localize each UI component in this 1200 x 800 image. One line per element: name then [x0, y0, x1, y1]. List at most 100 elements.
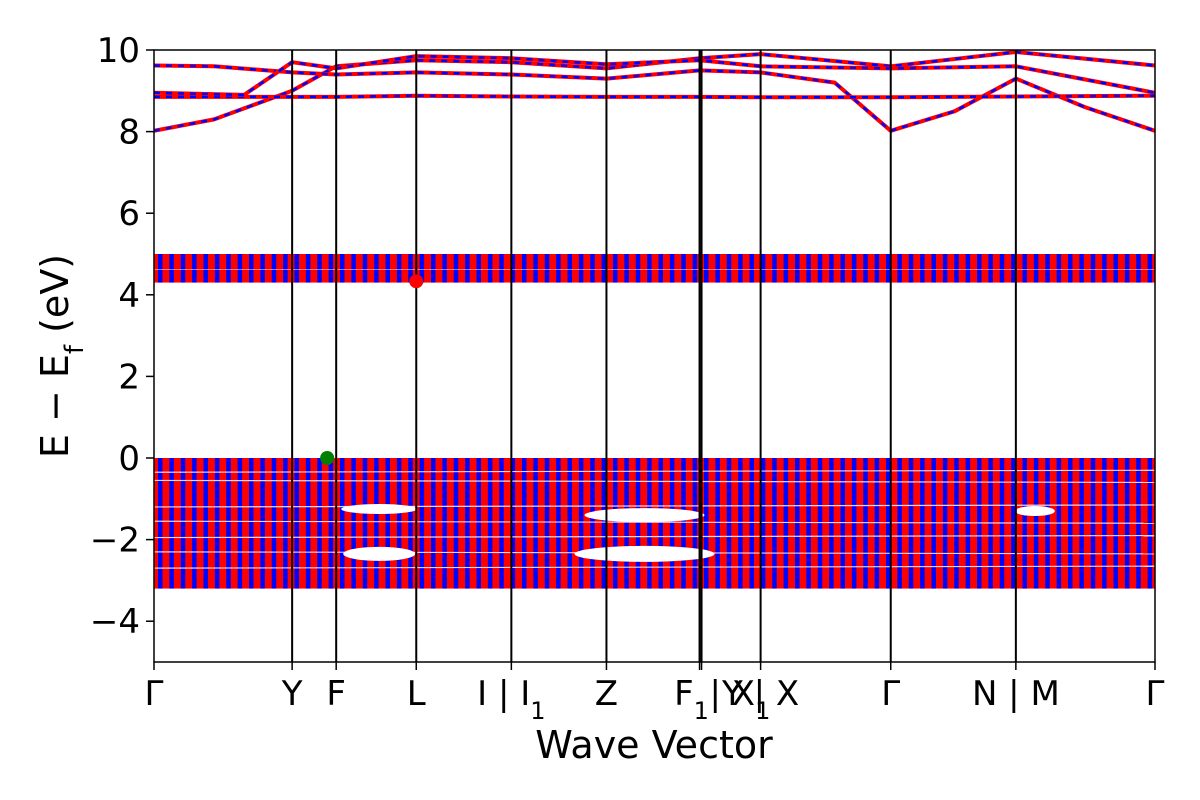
- valence-band-stripe: [408, 458, 413, 589]
- marker-vbm: [320, 451, 335, 465]
- flat-band-stripe: [408, 254, 413, 283]
- x-tick-label-sub: 1: [530, 697, 545, 725]
- conduction-band-up-2: [154, 93, 1155, 100]
- valence-band-stripe: [374, 458, 379, 589]
- valence-band-gap-line: [154, 504, 1155, 508]
- flat-band-stripe: [635, 254, 641, 283]
- y-tick-label: 10: [97, 31, 140, 71]
- flat-band-stripe: [283, 254, 288, 283]
- flat-band-stripe: [169, 254, 174, 283]
- valence-band-stripe: [704, 458, 709, 589]
- valence-band-stripe: [817, 458, 823, 589]
- flat-band-stripe: [226, 254, 231, 283]
- flat-band-stripe: [692, 254, 698, 283]
- flat-band-stripe: [999, 254, 1005, 283]
- x-tick-label-main: F: [326, 674, 346, 714]
- valence-band-stripe: [590, 458, 595, 589]
- conduction-band-down-1: [154, 64, 1155, 133]
- flat-band-stripe: [396, 254, 402, 283]
- valence-band-stripe: [863, 458, 868, 589]
- x-tick-label-main: L: [407, 674, 426, 714]
- flat-band-stripe: [1056, 254, 1062, 283]
- flat-band-stripe: [851, 254, 857, 283]
- flat-band-stripe: [658, 254, 663, 283]
- valence-band-stripe: [203, 458, 208, 589]
- flat-band-stripe: [1102, 254, 1107, 283]
- valence-band-stripe: [726, 458, 732, 589]
- flat-band-stripe: [1022, 254, 1027, 283]
- valence-band-stripe: [419, 458, 425, 589]
- valence-band-stripe: [738, 458, 743, 589]
- x-tick-label-main: Γ: [1146, 674, 1165, 714]
- valence-band-stripe: [237, 458, 243, 589]
- flat-band-stripe: [931, 254, 936, 283]
- x-tick-label-main: | X: [710, 674, 756, 714]
- x-tick-label: Γ: [881, 674, 900, 714]
- valence-band-stripe: [351, 458, 356, 589]
- x-tick-label-main: Γ: [145, 674, 164, 714]
- flat-band-stripe: [328, 254, 334, 283]
- x-tick-label-main: Γ: [881, 674, 900, 714]
- band-edge-markers: [320, 274, 424, 465]
- flat-band-stripe: [772, 254, 777, 283]
- x-tick-label: N | M: [972, 674, 1060, 714]
- valence-band-stripe: [829, 458, 834, 589]
- valence-band-stripe: [635, 458, 641, 589]
- valence-band-gap-line: [154, 520, 1155, 524]
- y-axis-label-unit: (eV): [33, 254, 77, 345]
- valence-band-stripe: [396, 458, 402, 589]
- marker-cbm: [409, 274, 424, 289]
- flat-band-stripe: [431, 254, 436, 283]
- x-tick-label: Y: [281, 674, 303, 714]
- flat-band-stripe: [806, 254, 811, 283]
- flat-band-stripes: [158, 254, 1153, 283]
- y-tick-label: 8: [118, 113, 140, 153]
- x-tick-label: Y | X: [721, 674, 799, 714]
- y-axis-label-main: E − E: [33, 354, 77, 458]
- x-tick-label-main: I | I: [477, 674, 530, 714]
- valence-band-stripe: [795, 458, 800, 589]
- valence-band-stripe: [431, 458, 436, 589]
- valence-band-stripe: [226, 458, 231, 589]
- y-axis-label: E − Ef (eV): [33, 254, 90, 458]
- valence-band-stripe: [669, 458, 675, 589]
- kpoint-lines: [291, 50, 1017, 662]
- flat-band-stripe: [590, 254, 595, 283]
- flat-band-stripe: [601, 254, 607, 283]
- flat-band-stripe: [317, 254, 322, 283]
- valence-band-stripe: [749, 458, 754, 589]
- valence-band-stripe: [556, 458, 561, 589]
- flat-band-stripe: [1124, 254, 1130, 283]
- valence-band-gap-line: [154, 565, 1155, 569]
- flat-band-stripe: [249, 254, 254, 283]
- flat-band-stripe: [214, 254, 220, 283]
- valence-band-stripe: [305, 458, 311, 589]
- valence-band-stripe: [328, 458, 334, 589]
- valence-band-gap: [341, 504, 418, 514]
- flat-band-stripe: [647, 254, 652, 283]
- flat-band-stripe: [203, 254, 208, 283]
- valence-band-stripe: [772, 458, 777, 589]
- flat-band-stripe: [726, 254, 732, 283]
- valence-band-gap-line: [154, 534, 1155, 539]
- flat-band-stripe: [886, 254, 891, 283]
- flat-band-stripe: [704, 254, 709, 283]
- valence-band-stripe: [522, 458, 527, 589]
- flat-band-stripe: [1033, 254, 1039, 283]
- flat-band-stripe: [965, 254, 971, 283]
- flat-band-stripe: [419, 254, 425, 283]
- flat-band-stripe: [271, 254, 277, 283]
- valence-band-stripe: [806, 458, 811, 589]
- flat-band-stripe: [681, 254, 686, 283]
- y-tick-label: 0: [118, 439, 140, 479]
- conduction-band-down-0: [154, 50, 1155, 133]
- valence-band-stripe: [214, 458, 220, 589]
- valence-band-gap: [1014, 506, 1055, 517]
- flat-band-stripe: [158, 254, 163, 283]
- x-tick-label-main: Y | X: [721, 674, 799, 714]
- valence-band-stripe: [658, 458, 663, 589]
- flat-band-stripe: [237, 254, 243, 283]
- valence-band-stripe: [271, 458, 277, 589]
- y-tick-label: 2: [118, 357, 140, 397]
- flat-band-stripe: [783, 254, 789, 283]
